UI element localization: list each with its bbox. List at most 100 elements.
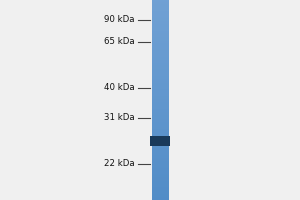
Bar <box>152 67 169 68</box>
Bar <box>152 108 169 109</box>
Bar <box>152 41 169 42</box>
Bar <box>152 180 169 181</box>
Bar <box>152 46 169 47</box>
Bar <box>152 74 169 75</box>
Bar <box>152 66 169 67</box>
Bar <box>152 27 169 28</box>
Bar <box>152 157 169 158</box>
Bar <box>152 129 169 130</box>
Bar <box>152 181 169 182</box>
Bar <box>152 2 169 3</box>
Bar <box>152 98 169 99</box>
Bar <box>152 118 169 119</box>
Bar <box>152 162 169 163</box>
Bar <box>152 60 169 61</box>
Bar <box>152 50 169 51</box>
Bar <box>152 149 169 150</box>
Bar <box>152 19 169 20</box>
Bar <box>152 116 169 117</box>
Bar <box>152 40 169 41</box>
Bar <box>152 61 169 62</box>
Bar <box>152 122 169 123</box>
Bar <box>152 167 169 168</box>
Bar <box>152 76 169 77</box>
Bar <box>152 107 169 108</box>
Bar <box>152 10 169 11</box>
Bar <box>152 79 169 80</box>
Bar <box>152 139 169 140</box>
Bar <box>152 145 169 146</box>
Bar <box>152 164 169 165</box>
Bar <box>152 134 169 135</box>
Bar <box>152 34 169 35</box>
Bar <box>152 62 169 63</box>
Bar <box>152 72 169 73</box>
Bar <box>152 136 169 137</box>
Bar <box>152 100 169 101</box>
Bar <box>152 36 169 37</box>
Bar <box>152 91 169 92</box>
Bar <box>152 133 169 134</box>
Bar <box>152 55 169 56</box>
Bar <box>152 35 169 36</box>
Bar <box>152 53 169 54</box>
Bar <box>152 63 169 64</box>
Bar <box>152 0 169 1</box>
Bar <box>152 99 169 100</box>
Bar <box>152 183 169 184</box>
Bar <box>152 176 169 177</box>
Bar <box>152 196 169 197</box>
Bar <box>152 138 169 139</box>
Bar <box>152 49 169 50</box>
Bar <box>152 20 169 21</box>
Text: 22 kDa: 22 kDa <box>104 160 135 168</box>
Bar <box>152 75 169 76</box>
Bar <box>152 114 169 115</box>
Bar <box>152 69 169 70</box>
Bar <box>152 14 169 15</box>
Bar <box>152 87 169 88</box>
Bar <box>152 95 169 96</box>
Bar <box>152 22 169 23</box>
Bar <box>152 163 169 164</box>
Bar <box>152 23 169 24</box>
Bar <box>152 80 169 81</box>
Bar <box>152 42 169 43</box>
Bar <box>152 13 169 14</box>
Bar <box>152 188 169 189</box>
Bar <box>152 105 169 106</box>
Bar <box>152 70 169 71</box>
Bar <box>152 132 169 133</box>
Bar <box>152 37 169 38</box>
Bar <box>152 119 169 120</box>
Bar <box>152 109 169 110</box>
Bar <box>152 137 169 138</box>
Bar <box>152 125 169 126</box>
Bar <box>152 65 169 66</box>
Bar <box>152 189 169 190</box>
Bar <box>152 174 169 175</box>
Bar <box>152 52 169 53</box>
Bar <box>152 128 169 129</box>
Bar <box>152 155 169 156</box>
Bar <box>152 58 169 59</box>
Bar <box>152 144 169 145</box>
Bar <box>152 153 169 154</box>
Bar <box>152 126 169 127</box>
Bar <box>152 29 169 30</box>
Bar <box>152 161 169 162</box>
Bar <box>152 83 169 84</box>
Bar <box>152 199 169 200</box>
Bar <box>152 106 169 107</box>
Bar <box>152 33 169 34</box>
Bar <box>152 82 169 83</box>
Bar <box>152 147 169 148</box>
Bar <box>152 130 169 131</box>
Text: 31 kDa: 31 kDa <box>104 114 135 122</box>
Bar <box>152 141 169 142</box>
Bar <box>152 81 169 82</box>
Bar <box>152 112 169 113</box>
Bar <box>152 85 169 86</box>
Bar <box>152 169 169 170</box>
Bar <box>152 5 169 6</box>
